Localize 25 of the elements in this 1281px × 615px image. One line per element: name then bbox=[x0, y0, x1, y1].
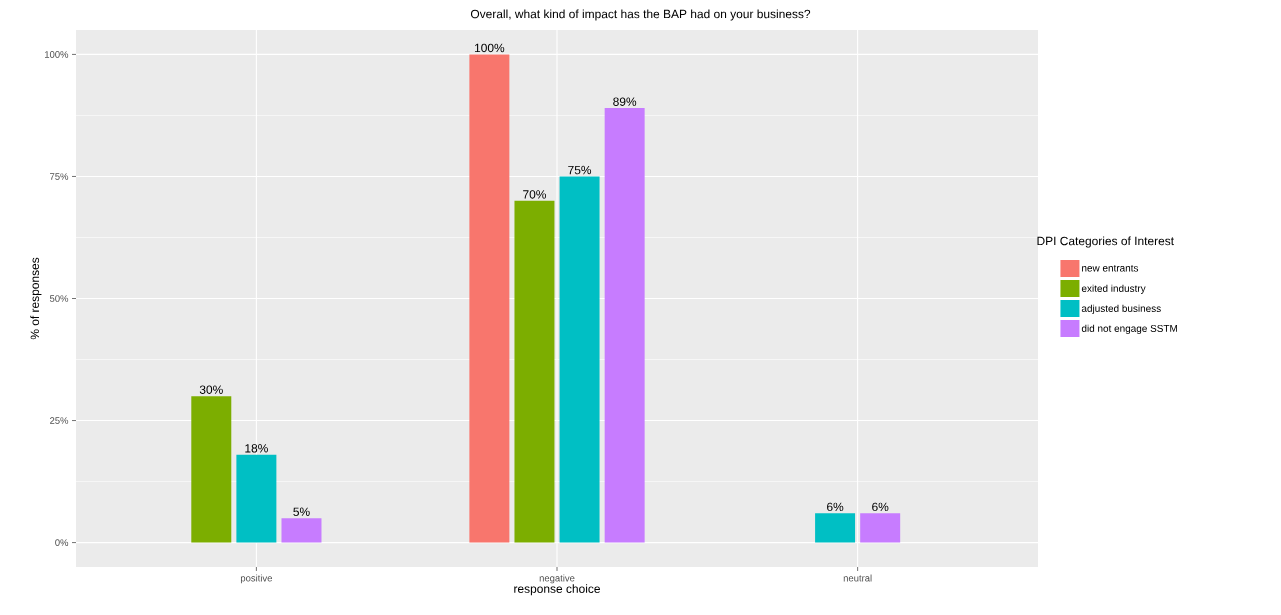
x-tick-label: negative bbox=[539, 574, 575, 584]
x-tick-label: neutral bbox=[843, 574, 872, 582]
data-label: 70% bbox=[523, 190, 546, 199]
data-label: 6% bbox=[827, 502, 844, 512]
y-axis-title: % of responses bbox=[30, 257, 42, 340]
data-label: 5% bbox=[293, 507, 310, 516]
data-label: 89% bbox=[613, 97, 637, 106]
y-tick-label: 100% bbox=[45, 51, 69, 58]
data-label: 6% bbox=[872, 502, 889, 512]
y-tick-label: 25% bbox=[50, 417, 69, 424]
x-tick-label: positive bbox=[240, 574, 273, 584]
data-label: 30% bbox=[199, 385, 223, 394]
data-label: 18% bbox=[245, 444, 268, 453]
y-tick-label: 0% bbox=[55, 539, 69, 546]
legend-title: DPI Categories of Interest bbox=[1037, 236, 1174, 248]
data-label: 100% bbox=[474, 43, 505, 53]
data-label: 75% bbox=[568, 165, 592, 175]
legend-label: exited industry bbox=[1081, 284, 1146, 294]
chart-title: Overall, what kind of impact has the BAP had on your business? bbox=[470, 9, 811, 21]
y-tick-label: 50% bbox=[49, 295, 69, 302]
x-axis-title: response choice bbox=[514, 584, 600, 596]
y-tick-label: 75% bbox=[50, 173, 69, 180]
legend-label: new entrants bbox=[1082, 265, 1139, 272]
legend-label: did not engage SSTM bbox=[1081, 324, 1177, 334]
legend-label: adjusted business bbox=[1081, 304, 1161, 314]
